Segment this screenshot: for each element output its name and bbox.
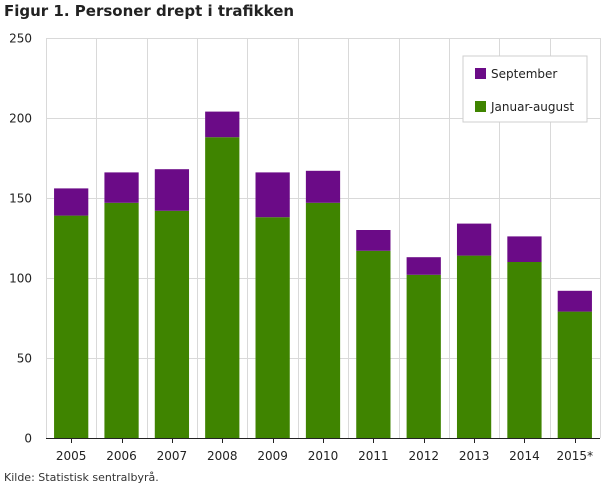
x-tick-label: 2012 bbox=[408, 449, 439, 463]
x-tick-label: 2014 bbox=[509, 449, 540, 463]
legend-label-september: September bbox=[491, 67, 557, 81]
source-note: Kilde: Statistisk sentralbyrå. bbox=[4, 471, 159, 484]
bar-september-2011 bbox=[356, 230, 391, 251]
legend: September Januar-august bbox=[462, 55, 588, 123]
x-tick-label: 2008 bbox=[207, 449, 238, 463]
bar-januar-august-2007 bbox=[154, 210, 190, 438]
y-tick-label: 200 bbox=[9, 112, 32, 126]
bar-januar-august-2012 bbox=[406, 274, 441, 438]
x-tick-label: 2006 bbox=[106, 449, 137, 463]
bar-september-2010 bbox=[305, 170, 341, 203]
bars bbox=[54, 111, 592, 438]
x-tick-label: 2010 bbox=[308, 449, 339, 463]
x-tick-label: 2011 bbox=[358, 449, 389, 463]
bar-januar-august-2015* bbox=[557, 311, 592, 438]
chart-title: Figur 1. Personer drept i trafikken bbox=[4, 2, 295, 20]
y-tick-label: 250 bbox=[9, 32, 32, 46]
bar-januar-august-2011 bbox=[356, 250, 391, 438]
bar-september-2005 bbox=[54, 188, 89, 216]
bar-januar-august-2006 bbox=[104, 202, 139, 438]
bar-januar-august-2005 bbox=[54, 215, 89, 438]
bar-januar-august-2013 bbox=[456, 255, 492, 438]
y-tick-label: 0 bbox=[24, 432, 32, 446]
x-tick-label: 2013 bbox=[459, 449, 490, 463]
x-tick-label: 2005 bbox=[56, 449, 87, 463]
bar-januar-august-2008 bbox=[205, 137, 240, 438]
x-tick-label: 2007 bbox=[157, 449, 188, 463]
bar-september-2008 bbox=[205, 111, 240, 138]
axes: 0 50 100 150 200 250 2005 2006 2007 2008 2009 2010 2… bbox=[9, 32, 600, 463]
bar-september-2015* bbox=[557, 290, 592, 312]
legend-swatch-september bbox=[475, 68, 486, 79]
bar-september-2009 bbox=[255, 172, 290, 218]
bar-september-2012 bbox=[406, 257, 441, 275]
bar-januar-august-2014 bbox=[507, 262, 542, 438]
bar-januar-august-2010 bbox=[305, 202, 341, 438]
y-tick-label: 50 bbox=[17, 352, 32, 366]
legend-label-januar-august: Januar-august bbox=[490, 100, 574, 114]
y-tick-label: 150 bbox=[9, 192, 32, 206]
x-tick-label: 2015* bbox=[557, 449, 594, 463]
bar-september-2013 bbox=[456, 223, 492, 256]
x-tick-label: 2009 bbox=[257, 449, 288, 463]
bar-september-2006 bbox=[104, 172, 139, 203]
bar-september-2007 bbox=[154, 169, 190, 211]
y-tick-label: 100 bbox=[9, 272, 32, 286]
legend-swatch-januar-august bbox=[475, 101, 486, 112]
bar-september-2014 bbox=[507, 236, 542, 262]
bar-januar-august-2009 bbox=[255, 217, 290, 438]
